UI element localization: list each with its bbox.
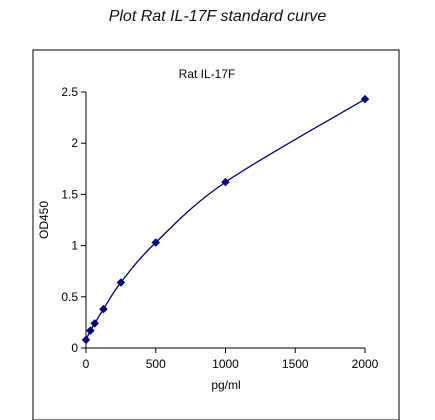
x-tick-label: 1500 xyxy=(282,357,309,371)
data-point xyxy=(151,238,161,247)
data-point xyxy=(99,304,108,314)
data-point xyxy=(90,319,100,328)
page-heading: Plot Rat IL-17F standard curve xyxy=(108,8,327,25)
y-tick-label: 1.5 xyxy=(61,187,78,201)
y-tick-label: 1 xyxy=(71,239,78,253)
data-point xyxy=(116,278,126,287)
data-point xyxy=(221,177,230,187)
y-tick-label: 2 xyxy=(71,136,78,150)
y-tick-label: 0.5 xyxy=(61,290,78,304)
data-point xyxy=(360,94,370,104)
y-tick-label: 2.5 xyxy=(61,85,78,99)
y-axis-label: OD450 xyxy=(37,201,51,239)
x-tick-label: 500 xyxy=(146,357,166,371)
x-tick-label: 0 xyxy=(83,357,90,371)
data-point xyxy=(86,326,95,335)
chart-frame xyxy=(32,49,400,420)
plot-area: 0 0.5 1 1.5 2 2.5 0 500 1000 1500 2000 xyxy=(61,85,378,371)
x-tick-label: 2000 xyxy=(352,357,379,371)
plot-title: Rat IL-17F xyxy=(179,67,236,81)
x-tick-label: 1000 xyxy=(212,357,239,371)
x-axis-label: pg/ml xyxy=(211,378,240,392)
y-tick-label: 0 xyxy=(71,341,78,355)
data-point xyxy=(81,335,91,345)
